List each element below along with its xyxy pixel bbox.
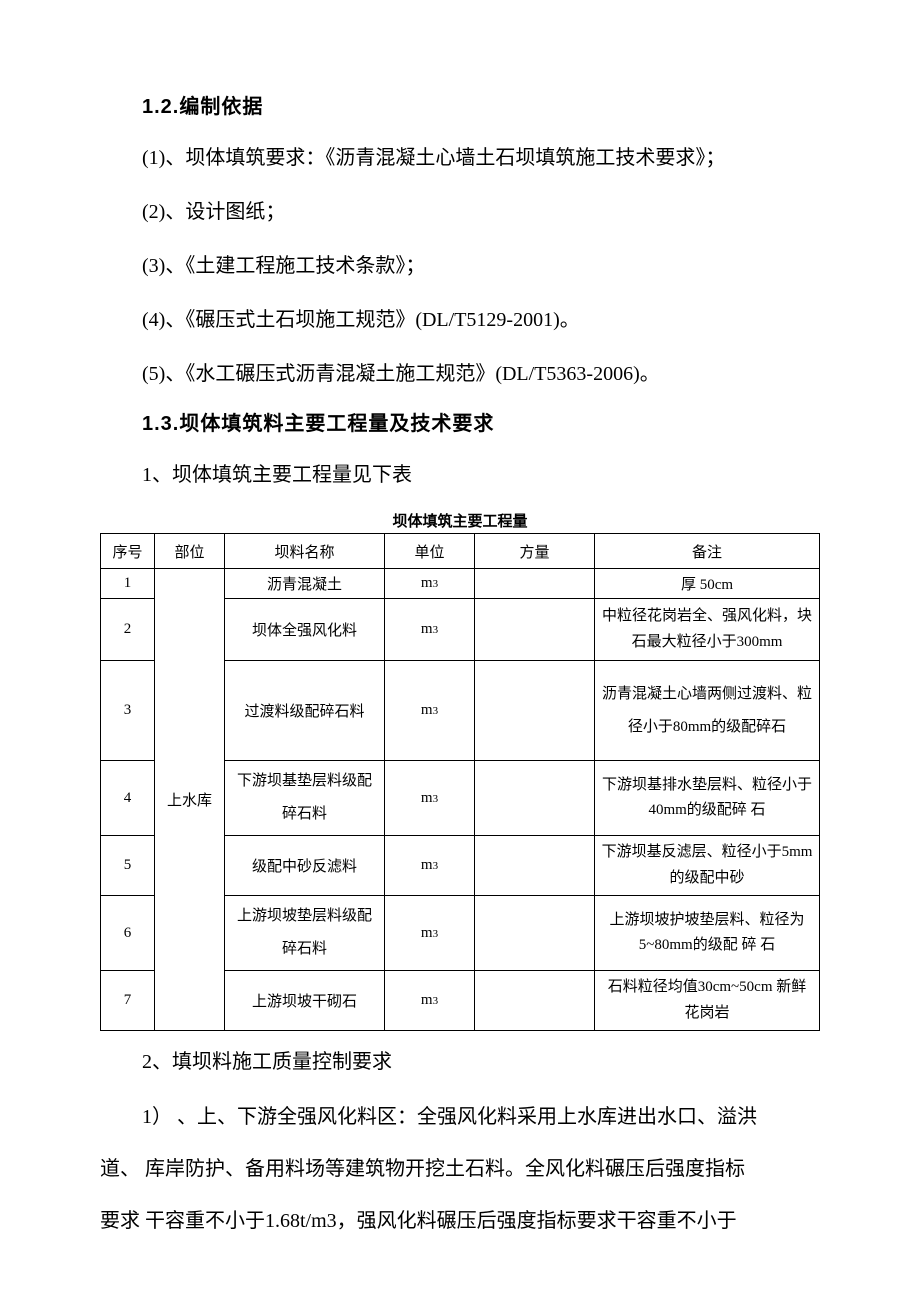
cell-note: 沥青混凝土心墙两侧过渡料、粒径小于80mm的级配碎石 xyxy=(595,661,820,761)
cell-seq: 2 xyxy=(101,599,155,661)
cell-note: 厚 50cm xyxy=(595,569,820,599)
table-title: 坝体填筑主要工程量 xyxy=(100,510,820,531)
cell-note: 下游坝基排水垫层料、粒径小于40mm的级配碎 石 xyxy=(595,761,820,836)
th-seq: 序号 xyxy=(101,534,155,569)
cell-note: 上游坝坡护坡垫层料、粒径为5~80mm的级配 碎 石 xyxy=(595,896,820,971)
cell-seq: 4 xyxy=(101,761,155,836)
cell-note: 石料粒径均值30cm~50cm 新鲜花岗岩 xyxy=(595,971,820,1031)
cell-qty xyxy=(475,761,595,836)
cell-unit: m3 xyxy=(385,971,475,1031)
th-note: 备注 xyxy=(595,534,820,569)
cell-name: 级配中砂反滤料 xyxy=(225,836,385,896)
document-page: 1.2.编制依据 (1)、坝体填筑要求：《沥青混凝土心墙土石坝填筑施工技术要求》… xyxy=(0,0,920,1303)
cell-qty xyxy=(475,599,595,661)
quality-para-line-3: 要求 干容重不小于1.68t/m3，强风化料碾压后强度指标要求干容重不小于 xyxy=(100,1199,820,1243)
cell-unit: m3 xyxy=(385,569,475,599)
cell-seq: 6 xyxy=(101,896,155,971)
cell-unit: m3 xyxy=(385,896,475,971)
cell-name: 过渡料级配碎石料 xyxy=(225,661,385,761)
cell-name: 坝体全强风化料 xyxy=(225,599,385,661)
cell-qty xyxy=(475,896,595,971)
cell-unit: m3 xyxy=(385,661,475,761)
cell-seq: 3 xyxy=(101,661,155,761)
quality-para-line-1: 1） 、上、下游全强风化料区：全强风化料采用上水库进出水口、溢洪 xyxy=(100,1095,820,1139)
th-loc: 部位 xyxy=(155,534,225,569)
cell-note: 下游坝基反滤层、粒径小于5mm的级配中砂 xyxy=(595,836,820,896)
cell-seq: 1 xyxy=(101,569,155,599)
cell-unit: m3 xyxy=(385,599,475,661)
cell-unit: m3 xyxy=(385,836,475,896)
heading-1-3: 1.3.坝体填筑料主要工程量及技术要求 xyxy=(142,407,820,436)
cell-name: 下游坝基垫层料级配碎石料 xyxy=(225,761,385,836)
th-name: 坝料名称 xyxy=(225,534,385,569)
basis-item-5: (5)、《水工碾压式沥青混凝土施工规范》(DL/T5363-2006)。 xyxy=(100,353,820,395)
cell-qty xyxy=(475,569,595,599)
th-unit: 单位 xyxy=(385,534,475,569)
table-row: 1 上水库 沥青混凝土 m3 厚 50cm xyxy=(101,569,820,599)
quantities-table: 序号 部位 坝料名称 单位 方量 备注 1 上水库 沥青混凝土 m3 厚 50c… xyxy=(100,533,820,1031)
cell-qty xyxy=(475,661,595,761)
cell-qty xyxy=(475,971,595,1031)
basis-item-4: (4)、《碾压式土石坝施工规范》(DL/T5129-2001)。 xyxy=(100,299,820,341)
sec13-intro-2: 2、填坝料施工质量控制要求 xyxy=(100,1041,820,1083)
cell-name: 上游坝坡垫层料级配碎石料 xyxy=(225,896,385,971)
cell-unit: m3 xyxy=(385,761,475,836)
cell-qty xyxy=(475,836,595,896)
cell-name: 上游坝坡干砌石 xyxy=(225,971,385,1031)
basis-item-1: (1)、坝体填筑要求：《沥青混凝土心墙土石坝填筑施工技术要求》； xyxy=(100,137,820,179)
cell-location: 上水库 xyxy=(155,569,225,1031)
basis-item-3: (3)、《土建工程施工技术条款》； xyxy=(100,245,820,287)
quality-para-line-2: 道、 库岸防护、备用料场等建筑物开挖土石料。全风化料碾压后强度指标 xyxy=(100,1147,820,1191)
cell-name: 沥青混凝土 xyxy=(225,569,385,599)
cell-note: 中粒径花岗岩全、强风化料，块石最大粒径小于300mm xyxy=(595,599,820,661)
cell-seq: 7 xyxy=(101,971,155,1031)
sec13-intro-1: 1、坝体填筑主要工程量见下表 xyxy=(100,454,820,496)
table-header-row: 序号 部位 坝料名称 单位 方量 备注 xyxy=(101,534,820,569)
th-qty: 方量 xyxy=(475,534,595,569)
basis-item-2: (2)、设计图纸； xyxy=(100,191,820,233)
cell-seq: 5 xyxy=(101,836,155,896)
heading-1-2: 1.2.编制依据 xyxy=(142,90,820,119)
